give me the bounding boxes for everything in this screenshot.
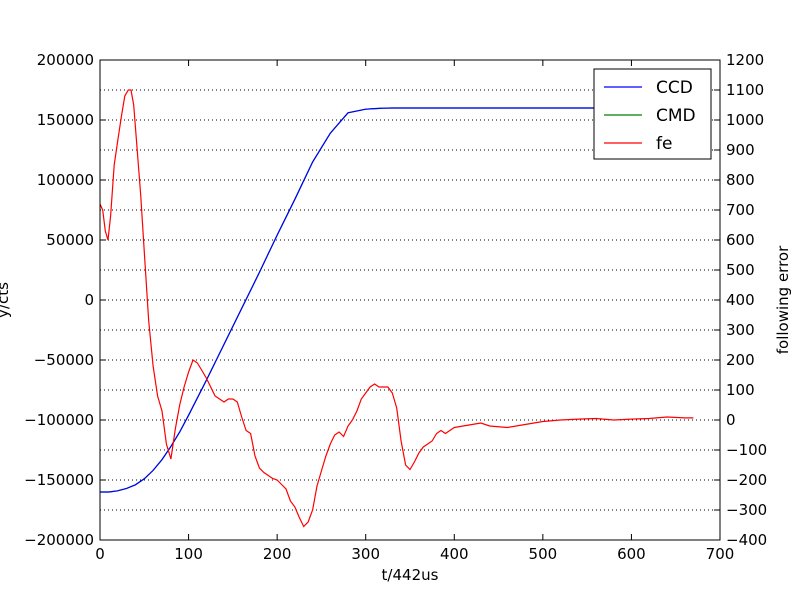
y-left-tick-label: 200000 (37, 51, 94, 69)
plot-series (100, 89, 694, 528)
y-axis-left-label: y/cts (0, 282, 12, 318)
legend-box (593, 68, 712, 160)
y-left-tick-label: 0 (84, 291, 94, 309)
x-tick-label: 500 (529, 545, 558, 563)
y-right-tick-label: 0 (726, 411, 736, 429)
y-left-tick-label: −100000 (24, 411, 94, 429)
y-right-tick-label: 1200 (726, 51, 764, 69)
y-right-tick-label: 500 (726, 261, 755, 279)
y-right-tick-label: 300 (726, 321, 755, 339)
x-tick-label: 0 (95, 545, 105, 563)
legend-label-ccd: CCD (656, 78, 693, 98)
y-right-tick-label: 1000 (726, 111, 764, 129)
y-right-tick-label: 800 (726, 171, 755, 189)
y-right-tick-label: −400 (726, 531, 767, 549)
y-right-tick-label: 900 (726, 141, 755, 159)
series-line-ccd (100, 107, 694, 493)
y-right-tick-label: 100 (726, 381, 755, 399)
x-tick-label: 100 (174, 545, 203, 563)
y-left-tick-label: 50000 (46, 231, 94, 249)
y-right-tick-label: 400 (726, 291, 755, 309)
legend-label-fe: fe (656, 134, 672, 154)
y-right-tick-label: 1100 (726, 81, 764, 99)
x-axis-label: t/442us (382, 566, 439, 584)
y-right-tick-label: −100 (726, 441, 767, 459)
y-left-tick-label: −50000 (34, 351, 94, 369)
x-tick-label: 600 (617, 545, 646, 563)
x-tick-label: 200 (263, 545, 292, 563)
y-right-tick-label: 200 (726, 351, 755, 369)
y-right-tick-label: −200 (726, 471, 767, 489)
x-tick-label: 400 (440, 545, 469, 563)
legend: CCD CMD fe (593, 68, 712, 160)
x-tick-label: 700 (706, 545, 735, 563)
y-right-tick-label: 700 (726, 201, 755, 219)
axis-ticks: 0 100 200 300 400 500 600 700200000150000100000… (24, 51, 767, 563)
y-left-tick-label: −200000 (24, 531, 94, 549)
y-left-tick-label: 100000 (37, 171, 94, 189)
series-line-fe (100, 89, 694, 528)
y-right-tick-label: 600 (726, 231, 755, 249)
y-axis-right-label: following error (774, 245, 792, 354)
y-left-tick-label: 150000 (37, 111, 94, 129)
legend-label-cmd: CMD (656, 106, 696, 126)
x-tick-label: 300 (351, 545, 380, 563)
y-right-tick-label: −300 (726, 501, 767, 519)
y-left-tick-label: −150000 (24, 471, 94, 489)
